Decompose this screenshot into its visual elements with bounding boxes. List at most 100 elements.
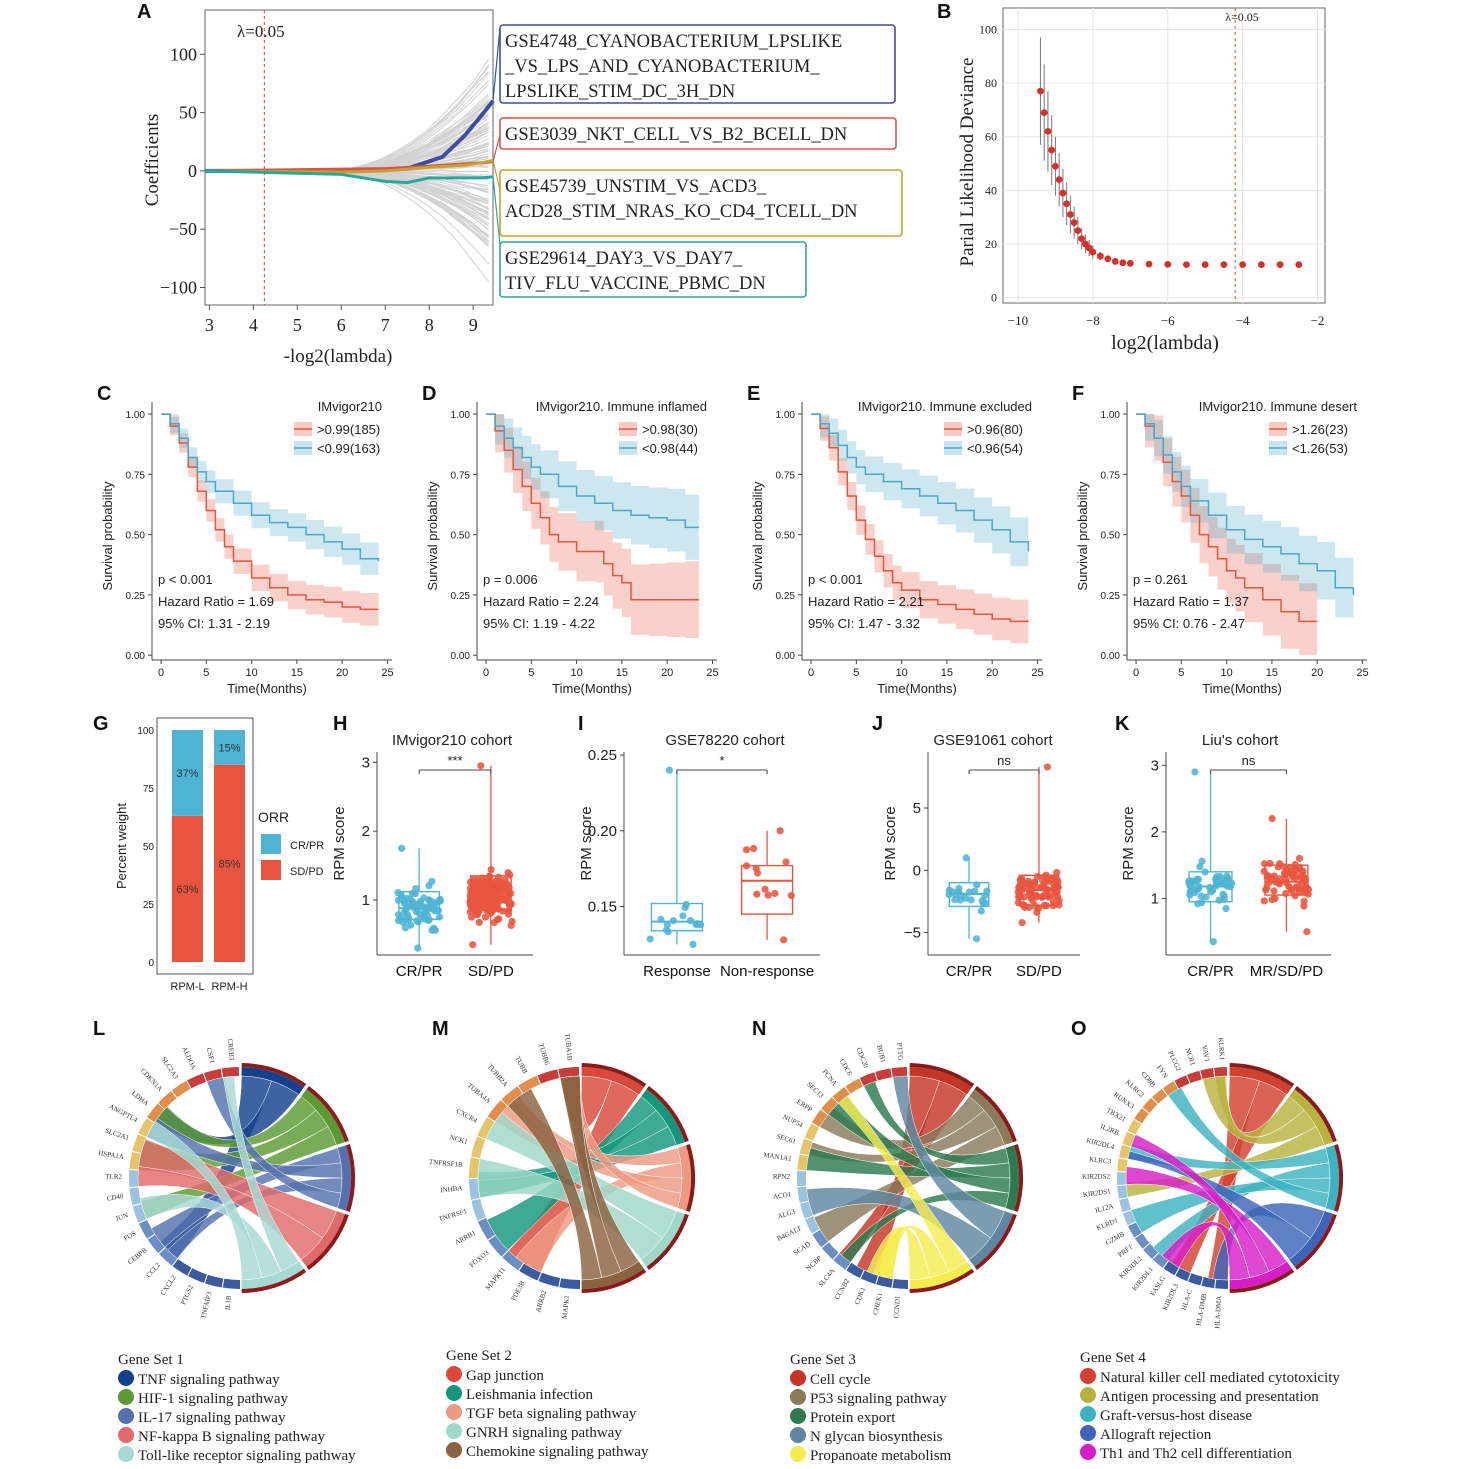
gene-label: TUBB6	[537, 1042, 551, 1066]
data-point	[420, 915, 428, 923]
data-point	[1017, 879, 1025, 887]
data-point	[1271, 895, 1279, 903]
coef-series-line	[204, 158, 494, 174]
x-tick-label: 10	[570, 667, 582, 679]
gene-label: ANGPTL4	[108, 1102, 140, 1124]
gene-label: JUN	[114, 1211, 129, 1223]
gene-label: CEBPB	[126, 1246, 149, 1266]
gene-segment	[797, 1170, 807, 1187]
deviance-point	[1239, 261, 1247, 269]
data-point	[482, 893, 491, 901]
y-tick-label: 25	[143, 900, 155, 911]
data-point	[469, 941, 477, 949]
gene-segment	[188, 1268, 207, 1283]
y-tick-label: 0	[913, 862, 921, 879]
lambda-label: λ=0.05	[237, 22, 285, 41]
x-tick-label: 5	[293, 315, 302, 335]
pathway-segment	[1289, 1089, 1334, 1146]
gene-label: ERPP	[795, 1098, 813, 1114]
y-tick-label: 0.00	[451, 651, 471, 662]
chord-ribbon	[1167, 1087, 1330, 1209]
data-point	[1049, 898, 1058, 906]
panel-letter-h: H	[333, 713, 347, 735]
x-tick-label: 25	[1031, 667, 1043, 679]
gene-label: VAV1	[1200, 1044, 1211, 1063]
stat-label: 95% CI: 0.76 - 2.47	[1133, 616, 1245, 631]
gene-segment	[129, 1151, 141, 1170]
pathway-segment	[581, 1261, 644, 1289]
chord-ribbon	[137, 1166, 323, 1260]
legend-swatch	[446, 1442, 462, 1458]
data-point	[1215, 896, 1223, 904]
panel-letter-f: F	[1072, 383, 1084, 405]
data-point	[753, 890, 761, 898]
data-point	[1263, 872, 1271, 881]
x-tick-label: 5	[528, 667, 534, 679]
legend-label: N glycan biosynthesis	[810, 1429, 943, 1445]
y-axis-title: Parial Likelihood Deviance	[957, 58, 978, 267]
gene-label: INHBA	[440, 1184, 463, 1194]
gene-segment	[833, 1253, 851, 1270]
pathway-segment	[641, 1089, 686, 1146]
bar-value-label: 63%	[176, 884, 198, 896]
data-point	[475, 906, 483, 914]
data-point	[476, 887, 484, 895]
data-point	[507, 900, 515, 908]
data-point	[657, 915, 665, 924]
gene-segment	[1143, 1243, 1159, 1259]
x-tick-label: Response	[643, 963, 711, 980]
y-tick-label: 80	[985, 76, 997, 90]
chord-ribbon	[1127, 1150, 1311, 1260]
gene-label: TLR2	[105, 1173, 122, 1181]
panel-letter-o: O	[1071, 1018, 1087, 1040]
legend-label: <0.96(54)	[967, 441, 1023, 456]
gene-label: PTTG	[895, 1042, 904, 1060]
significance-label: ns	[997, 753, 1011, 768]
panel-letter-g: G	[93, 713, 109, 735]
gene-label: ARRB1	[454, 1229, 478, 1247]
y-tick-label: 0	[188, 161, 197, 181]
pathway-outer-ring	[646, 1213, 689, 1271]
legend-swatch	[446, 1385, 462, 1401]
bar-value-label: 85%	[218, 858, 240, 870]
label-text: TIV_FLU_VACCINE_PBMC_DN	[505, 274, 766, 294]
gene-label: SLC2A3	[160, 1055, 181, 1081]
data-point	[1291, 892, 1299, 900]
bar-value-label: 37%	[176, 768, 198, 780]
deviance-point	[1059, 189, 1067, 197]
pathway-outer-ring	[581, 1268, 647, 1293]
data-point	[1191, 768, 1199, 776]
gene-label: BUB1	[875, 1044, 887, 1064]
legend-label: Protein export	[810, 1410, 896, 1426]
gene-segment	[811, 1109, 828, 1127]
data-point	[1202, 893, 1210, 901]
data-point	[1287, 885, 1295, 893]
pathway-segment	[909, 1067, 972, 1095]
data-point	[468, 889, 476, 897]
gene-label: MAN1A1	[763, 1151, 793, 1163]
legend-label: Gap junction	[466, 1368, 544, 1384]
gene-label: NCBP	[804, 1254, 823, 1272]
gene-segment	[132, 1204, 147, 1223]
data-point	[1207, 888, 1215, 896]
gene-label: B4GALT	[776, 1224, 804, 1243]
legend-swatch	[790, 1446, 806, 1462]
gene-label: CCL2	[145, 1261, 163, 1279]
data-point	[1300, 897, 1308, 905]
label-text: ACD28_STIM_NRAS_KO_CD4_TCELL_DN	[505, 202, 858, 222]
y-axis-title: RPM score	[331, 806, 348, 880]
data-point	[692, 920, 700, 928]
panel-title: GSE78220 cohort	[665, 732, 785, 749]
data-point	[1189, 877, 1197, 885]
legend-swatch	[118, 1408, 134, 1424]
data-point	[412, 908, 421, 916]
x-tick-label: 3	[205, 315, 214, 335]
stat-label: p = 0.006	[483, 572, 538, 587]
pathway-outer-ring	[1294, 1085, 1337, 1143]
deviance-point	[1126, 259, 1134, 267]
legend-title: Gene Set 2	[446, 1348, 512, 1364]
y-axis-title: Percent weight	[114, 803, 129, 889]
gene-label: TBX21	[1105, 1106, 1128, 1123]
deviance-point	[1066, 211, 1074, 218]
legend-swatch	[261, 860, 281, 880]
